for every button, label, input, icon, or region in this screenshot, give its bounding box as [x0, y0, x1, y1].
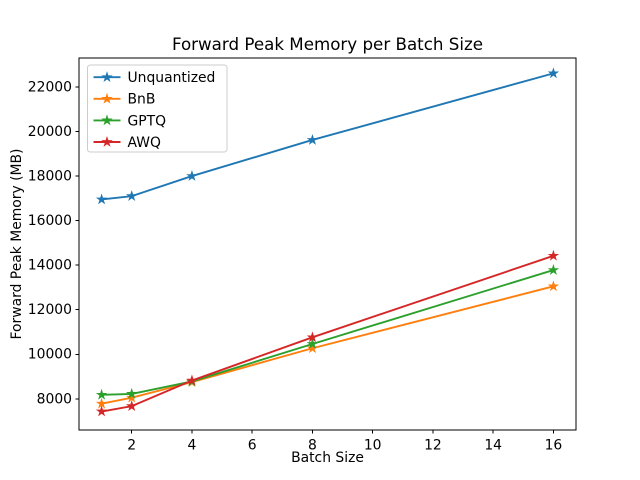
series-bnb — [95, 280, 560, 409]
data-point-awq — [95, 405, 108, 417]
data-point-gptq — [95, 388, 108, 400]
data-point-gptq — [126, 387, 138, 399]
spines-layer — [78, 57, 577, 431]
data-point-gptq — [547, 264, 560, 275]
chart-title: Forward Peak Memory per Batch Size — [172, 34, 483, 54]
legend-label: AWQ — [128, 135, 161, 151]
plot-border — [78, 57, 577, 431]
x-tick-label: 4 — [188, 438, 197, 454]
legend-star-marker — [101, 92, 113, 104]
legend-entry-bnb: BnB — [93, 92, 156, 108]
legend-entry-awq: AWQ — [93, 135, 161, 151]
axes-layer: 2 4 6 8 10 12 14 16 8000 10000 12000 14000 16000 1800… — [28, 79, 562, 453]
data-point-unquantized — [126, 190, 138, 201]
data-point-unquantized — [306, 133, 319, 145]
legend-label: BnB — [128, 92, 156, 108]
legend-star-marker — [101, 136, 113, 147]
series-layer — [95, 67, 560, 417]
y-tick-label: 8000 — [37, 391, 72, 407]
data-point-unquantized — [95, 193, 108, 205]
data-point-bnb — [547, 280, 560, 292]
legend-layer: Unquantized BnB GPTQ AWQ — [87, 64, 228, 153]
legend-star-marker — [101, 71, 113, 83]
data-point-awq — [306, 331, 319, 343]
legend-label: Unquantized — [128, 70, 216, 86]
y-tick-label: 18000 — [28, 169, 72, 185]
x-tick-label: 10 — [364, 438, 382, 454]
legend-star-marker — [101, 114, 113, 126]
x-tick-label: 6 — [248, 438, 257, 454]
x-tick-label: 16 — [545, 438, 563, 454]
y-tick-label: 14000 — [28, 258, 72, 274]
data-point-unquantized — [547, 67, 560, 79]
data-point-bnb — [126, 391, 138, 403]
x-tick-label: 12 — [424, 438, 442, 454]
y-tick-label: 22000 — [28, 79, 72, 95]
y-axis-label: Forward Peak Memory (MB) — [9, 149, 25, 340]
data-point-unquantized — [186, 170, 198, 181]
data-point-bnb — [95, 397, 108, 409]
data-point-awq — [186, 374, 198, 386]
data-point-gptq — [306, 338, 319, 349]
x-tick-label: 2 — [127, 438, 136, 454]
x-tick-label: 8 — [308, 438, 317, 454]
data-point-bnb — [306, 342, 319, 354]
y-tick-label: 20000 — [28, 124, 72, 140]
y-tick-label: 16000 — [28, 213, 72, 229]
data-point-awq — [547, 249, 560, 261]
series-awq — [95, 249, 560, 417]
y-tick-label: 12000 — [28, 302, 72, 318]
series-unquantized — [95, 67, 560, 205]
legend-label: GPTQ — [128, 113, 167, 129]
data-point-awq — [126, 400, 138, 412]
y-tick-label: 10000 — [28, 347, 72, 363]
x-tick-label: 14 — [484, 438, 502, 454]
legend-entry-gptq: GPTQ — [93, 113, 167, 129]
legend-entry-unquantized: Unquantized — [93, 70, 216, 86]
x-axis-label: Batch Size — [291, 450, 364, 466]
legend-frame — [87, 64, 228, 153]
